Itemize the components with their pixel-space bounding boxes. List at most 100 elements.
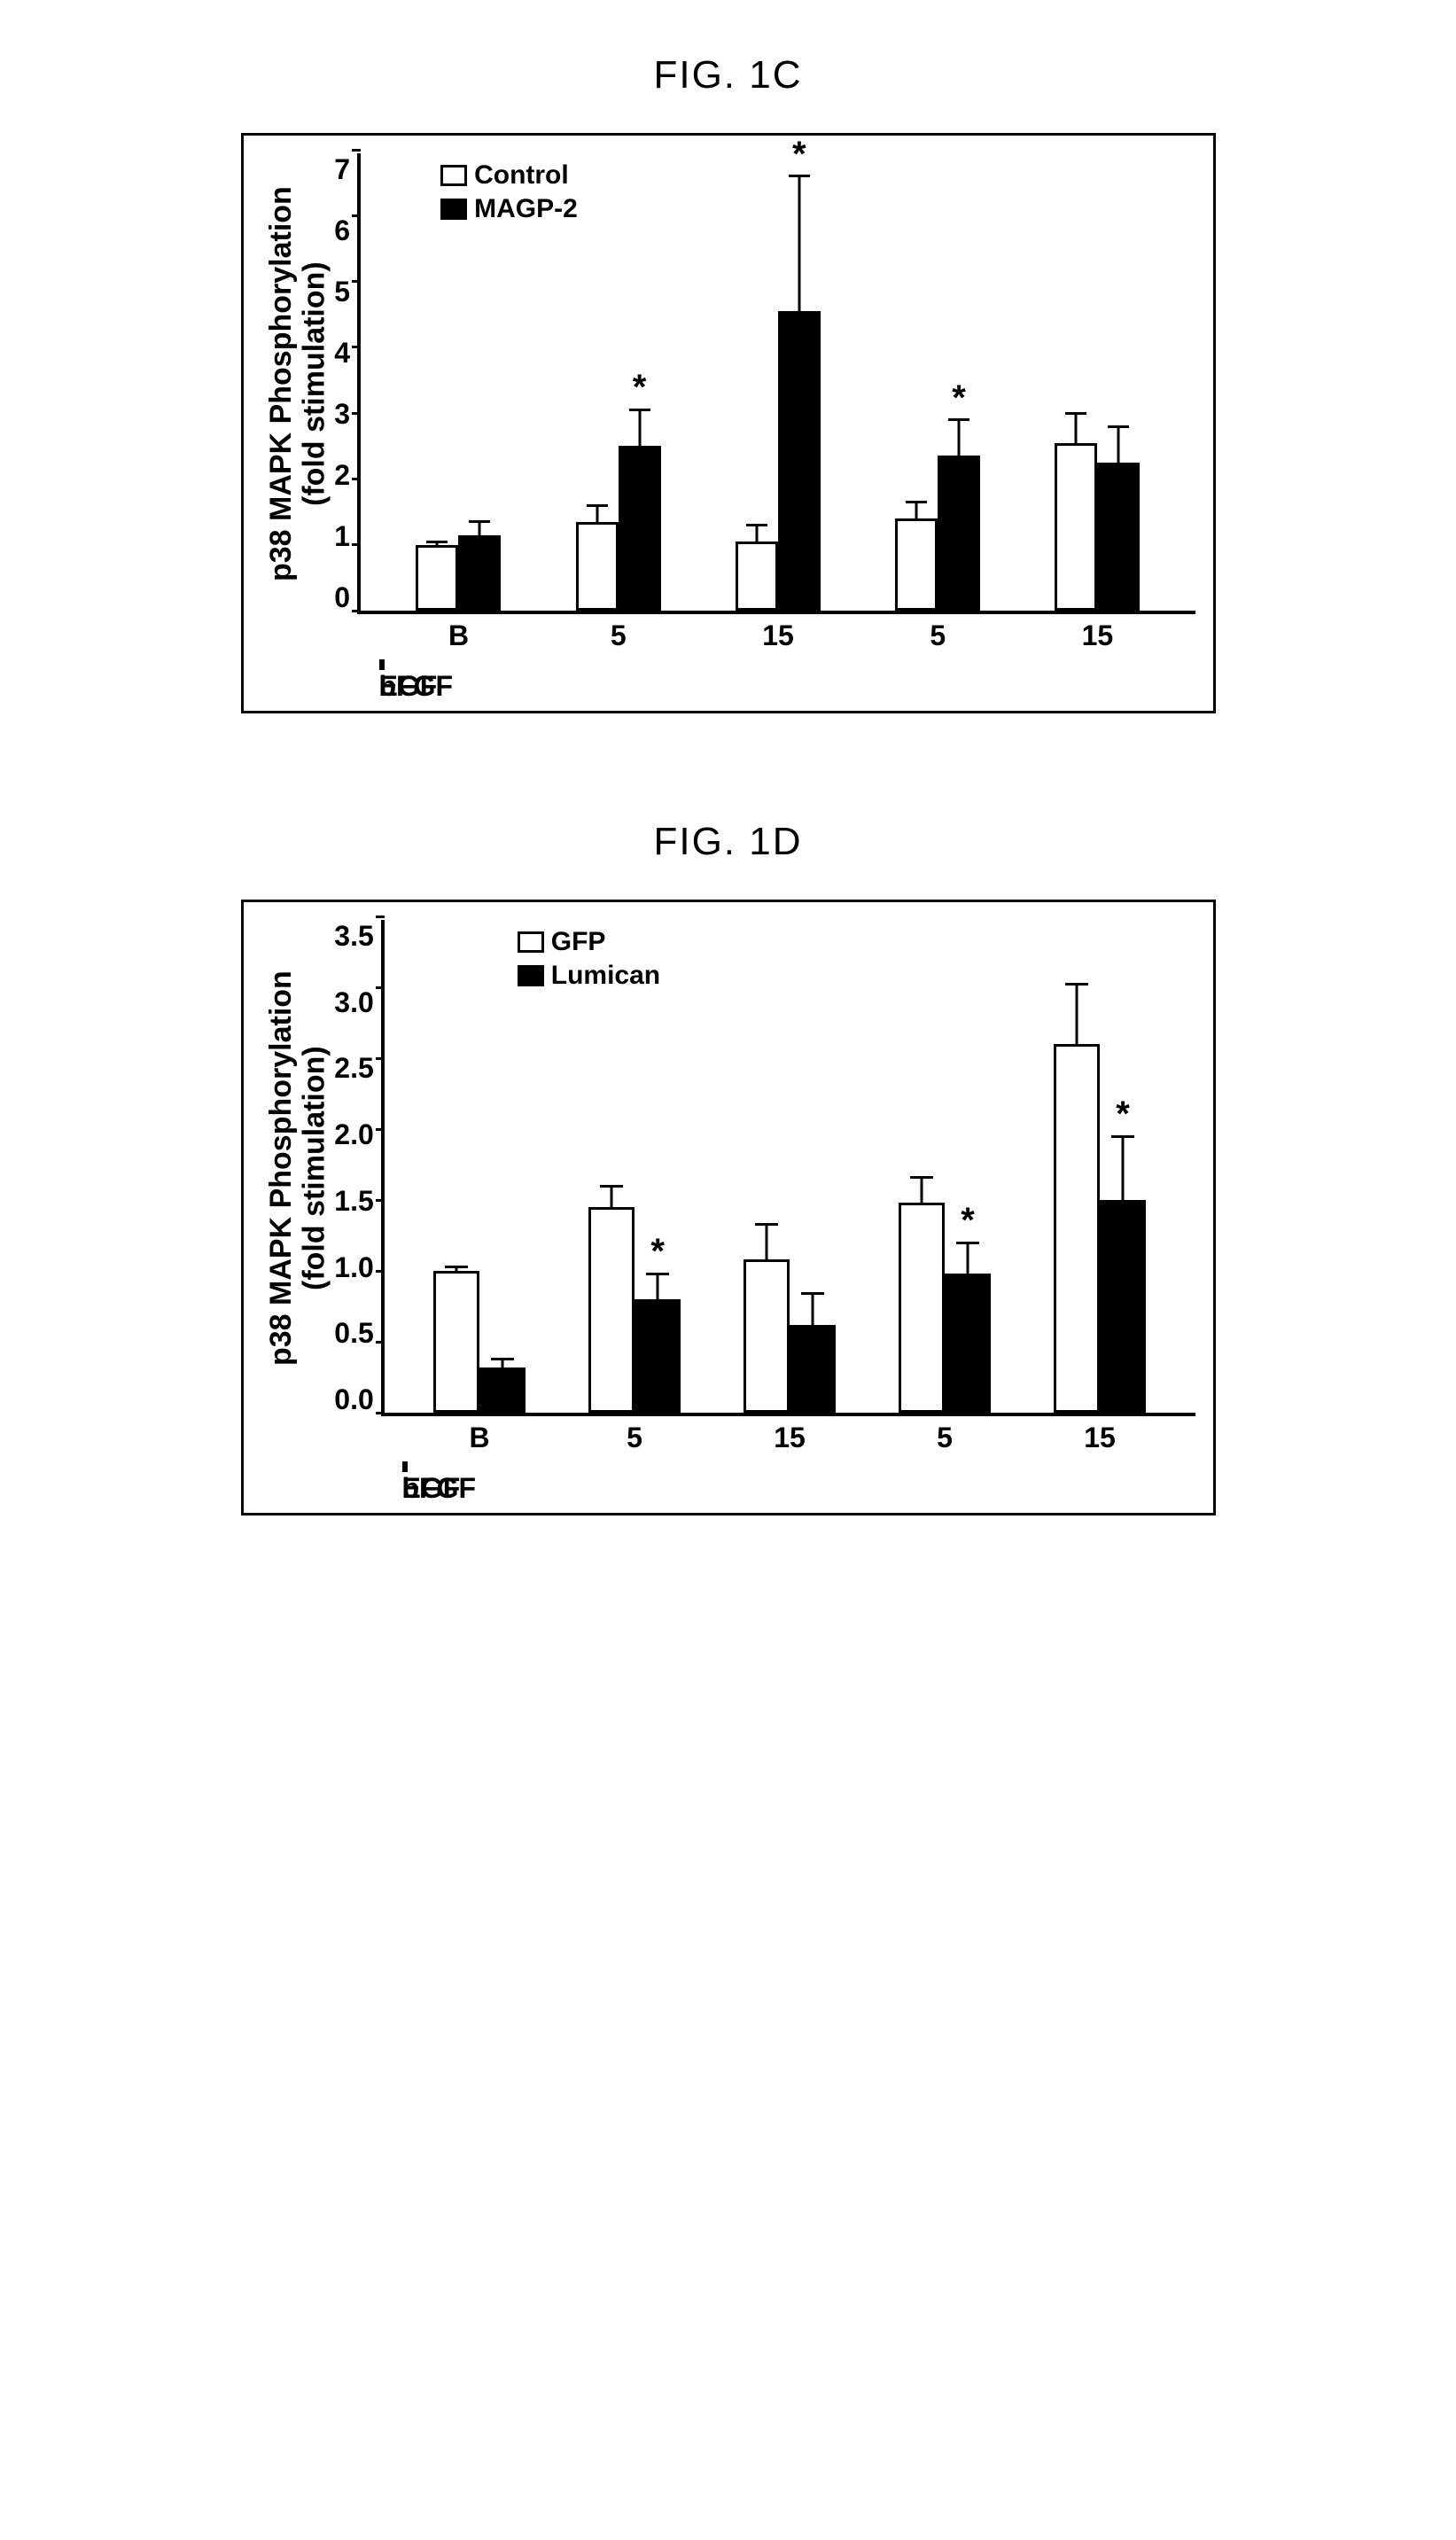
bar-wrap (895, 153, 938, 611)
bar-wrap (588, 920, 635, 1413)
bar-series-a (1054, 1044, 1100, 1413)
bar-group: * (858, 153, 1017, 611)
bar-group: * (557, 920, 712, 1413)
error-cap (491, 1358, 514, 1360)
x-tick-label: 15 (1017, 619, 1177, 652)
bar-wrap (479, 920, 526, 1413)
error-bar (1122, 1136, 1125, 1200)
chart-area: p38 MAPK Phosphorylation (fold stimulati… (261, 920, 1195, 1416)
y-tick-label: 4 (334, 337, 350, 370)
x-axis-labels-row: B515515 (261, 619, 1195, 652)
significance-marker: * (961, 1201, 975, 1241)
bar-group: * (698, 153, 858, 611)
legend-swatch (518, 931, 544, 953)
x-tick-label: 5 (868, 1422, 1023, 1454)
bar-series-b (945, 1274, 991, 1413)
bar-wrap (1055, 153, 1097, 611)
x-axis-labels-row: B515515 (261, 1422, 1195, 1454)
y-tick-label: 3.0 (334, 986, 373, 1019)
error-bar (596, 505, 598, 522)
bar-wrap: * (778, 153, 821, 611)
bars-row: * * * (385, 920, 1195, 1413)
error-bar (1075, 413, 1078, 442)
figure-title: FIG. 1C (241, 53, 1216, 97)
y-tick-label: 3 (334, 398, 350, 431)
bar-wrap (1054, 920, 1100, 1413)
bar-group: * (1023, 920, 1178, 1413)
condition-bracket (402, 1461, 408, 1472)
y-tick-label: 0.5 (334, 1317, 373, 1350)
error-cap (746, 524, 767, 526)
bar-series-a (1055, 443, 1097, 611)
bar-series-a (736, 542, 778, 611)
bar-group (402, 920, 557, 1413)
legend-swatch (440, 165, 467, 186)
chart-area: p38 MAPK Phosphorylation (fold stimulati… (261, 153, 1195, 614)
x-group-labels: B515515 (385, 1422, 1195, 1454)
figure-title: FIG. 1D (241, 820, 1216, 864)
legend-swatch (440, 199, 467, 220)
y-tick-label: 2 (334, 459, 350, 492)
x-group-labels: B515515 (362, 619, 1195, 652)
y-axis-label-line2: (fold stimulation) (297, 1046, 331, 1290)
plot-area: ControlMAGP-2 * * * (357, 153, 1195, 614)
error-bar (921, 1177, 923, 1203)
error-cap (789, 175, 810, 177)
figure-1d: FIG. 1D p38 MAPK Phosphorylation (fold s… (241, 820, 1216, 1515)
error-bar (766, 1224, 768, 1259)
x-tick-label: 15 (698, 619, 858, 652)
x-tick-label: B (379, 619, 539, 652)
error-cap (1065, 983, 1088, 986)
chart-frame: p38 MAPK Phosphorylation (fold stimulati… (241, 133, 1216, 713)
y-axis-label: p38 MAPK Phosphorylation (fold stimulati… (261, 153, 335, 614)
x-group-brackets: bFGFEGF (362, 659, 397, 702)
error-cap (956, 1242, 979, 1244)
legend-label: MAGP-2 (474, 194, 578, 224)
bar-wrap (736, 153, 778, 611)
bar-wrap (1097, 153, 1140, 611)
error-bar (915, 502, 918, 518)
x-tick-label: 5 (539, 619, 698, 652)
bar-wrap (576, 153, 619, 611)
bar-series-b (1097, 463, 1140, 611)
error-bar (638, 409, 641, 446)
significance-marker: * (1116, 1095, 1130, 1134)
legend-label: GFP (551, 927, 606, 957)
bar-wrap: * (635, 920, 681, 1413)
y-tick-label: 6 (334, 214, 350, 247)
error-cap (801, 1292, 824, 1295)
x-brackets-row: bFGFEGF (261, 1460, 1195, 1504)
bar-series-b (619, 446, 661, 611)
error-bar (958, 420, 961, 456)
error-cap (426, 541, 448, 543)
bar-group: * (868, 920, 1023, 1413)
error-bar (812, 1294, 814, 1325)
significance-marker: * (633, 368, 647, 408)
bar-group (1017, 153, 1177, 611)
legend-item: MAGP-2 (440, 194, 578, 224)
x-tick-label: 5 (858, 619, 1017, 652)
error-cap (646, 1273, 669, 1275)
plot-area: GFPLumican *** (381, 920, 1195, 1416)
condition-bracket (379, 659, 385, 670)
y-tick-label: 0.0 (334, 1383, 373, 1416)
error-cap (755, 1223, 778, 1226)
bar-wrap (433, 920, 479, 1413)
y-tick-label: 5 (334, 276, 350, 308)
error-cap (445, 1266, 468, 1268)
y-tick-label: 7 (334, 153, 350, 186)
bar-group (712, 920, 868, 1413)
bar-series-b (790, 1325, 836, 1413)
bar-series-a (576, 522, 619, 611)
bar-series-b (778, 311, 821, 611)
bar-wrap: * (1100, 920, 1146, 1413)
y-tick-label: 3.5 (334, 920, 373, 953)
error-cap (587, 504, 608, 507)
bar-series-a (895, 518, 938, 611)
bar-wrap: * (938, 153, 980, 611)
bar-series-a (416, 545, 458, 611)
legend: ControlMAGP-2 (440, 160, 578, 224)
y-tick-label: 0 (334, 581, 350, 614)
error-cap (910, 1176, 933, 1179)
error-bar (479, 522, 481, 535)
